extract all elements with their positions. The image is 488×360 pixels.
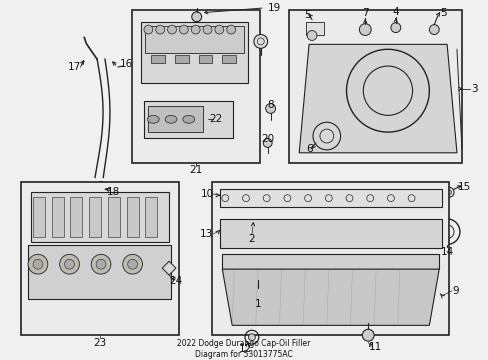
Bar [89, 197, 101, 237]
Circle shape [167, 25, 176, 34]
Polygon shape [162, 261, 176, 275]
Circle shape [28, 255, 48, 274]
Text: 18: 18 [107, 187, 120, 197]
Bar [222, 255, 438, 269]
Bar [131, 10, 259, 163]
Bar [108, 197, 120, 237]
Bar [52, 197, 63, 237]
Circle shape [191, 25, 200, 34]
Circle shape [251, 268, 263, 280]
Circle shape [390, 23, 400, 32]
Text: 20: 20 [261, 134, 274, 144]
Circle shape [375, 79, 399, 103]
Polygon shape [222, 269, 438, 325]
Bar [31, 192, 169, 242]
Text: 5: 5 [303, 10, 310, 20]
Text: 2022 Dodge Durango Cap-Oil Filler
Diagram for 53013775AC: 2022 Dodge Durango Cap-Oil Filler Diagra… [177, 339, 310, 359]
Text: 21: 21 [189, 165, 202, 175]
Circle shape [254, 287, 261, 294]
Bar [222, 55, 236, 63]
Text: 22: 22 [208, 114, 222, 124]
Bar [145, 197, 157, 237]
Circle shape [363, 66, 412, 115]
Text: 8: 8 [267, 99, 273, 109]
Ellipse shape [147, 115, 159, 123]
Text: 3: 3 [470, 84, 477, 94]
Circle shape [91, 255, 111, 274]
Text: 13: 13 [200, 229, 213, 239]
Circle shape [239, 201, 270, 233]
Circle shape [97, 181, 105, 189]
Ellipse shape [165, 115, 177, 123]
Bar [21, 183, 179, 335]
Bar [289, 10, 461, 163]
Circle shape [306, 31, 316, 40]
Text: 9: 9 [451, 286, 458, 296]
Circle shape [203, 25, 211, 34]
Circle shape [96, 259, 106, 269]
Bar [151, 55, 165, 63]
Circle shape [248, 334, 255, 341]
Text: 6: 6 [305, 144, 312, 154]
Bar [305, 22, 323, 36]
Bar [28, 244, 171, 299]
Bar [212, 183, 448, 335]
Circle shape [143, 25, 152, 34]
Circle shape [253, 35, 267, 48]
Text: 7: 7 [361, 8, 368, 18]
Circle shape [265, 104, 275, 113]
Text: 24: 24 [169, 276, 182, 286]
Circle shape [156, 25, 164, 34]
Bar [220, 189, 441, 207]
Ellipse shape [183, 115, 194, 123]
Circle shape [64, 259, 74, 269]
Circle shape [122, 255, 142, 274]
Text: 15: 15 [457, 182, 470, 192]
Text: 5: 5 [439, 8, 446, 18]
Text: 1: 1 [254, 299, 261, 309]
Bar [148, 107, 202, 132]
Text: 4: 4 [392, 7, 398, 17]
Circle shape [215, 25, 224, 34]
Text: 19: 19 [267, 3, 281, 13]
Circle shape [127, 259, 137, 269]
Text: 2: 2 [248, 234, 255, 244]
Circle shape [179, 25, 188, 34]
Bar [198, 55, 212, 63]
Circle shape [346, 49, 428, 132]
Text: 14: 14 [440, 247, 453, 257]
Text: 11: 11 [368, 342, 381, 352]
Circle shape [33, 259, 43, 269]
Bar [145, 26, 244, 53]
Bar [141, 22, 247, 83]
Bar [220, 219, 441, 248]
Polygon shape [299, 44, 456, 153]
Circle shape [446, 190, 450, 195]
Circle shape [359, 24, 370, 36]
Circle shape [312, 122, 340, 150]
Text: 10: 10 [200, 189, 213, 199]
Text: 23: 23 [93, 338, 106, 348]
Circle shape [226, 25, 235, 34]
Text: 12: 12 [238, 344, 251, 354]
Circle shape [428, 24, 438, 35]
Bar [126, 197, 138, 237]
Text: 16: 16 [120, 59, 133, 69]
Text: 17: 17 [68, 62, 81, 72]
Circle shape [263, 139, 271, 147]
Circle shape [191, 12, 201, 22]
Bar [175, 55, 188, 63]
Circle shape [362, 329, 373, 341]
Circle shape [60, 255, 79, 274]
Bar [70, 197, 82, 237]
Bar [144, 100, 233, 138]
Bar [33, 197, 45, 237]
